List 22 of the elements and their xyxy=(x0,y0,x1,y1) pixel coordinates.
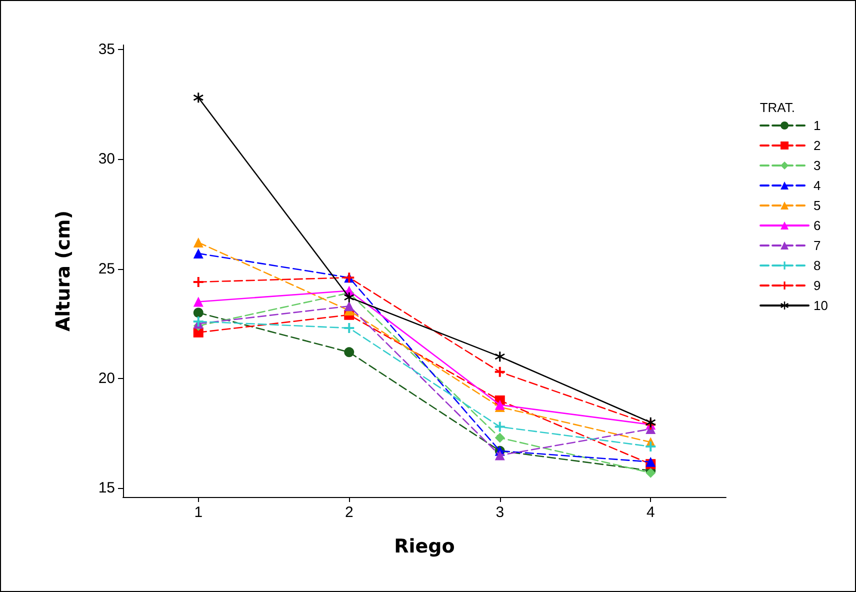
y-tick-label: 20 xyxy=(98,370,115,388)
legend-label: 9 xyxy=(814,278,821,293)
legend-label: 6 xyxy=(814,218,821,233)
x-axis-title: Riego xyxy=(394,536,455,558)
y-tick-label: 35 xyxy=(98,40,115,58)
legend-label: 3 xyxy=(814,158,821,173)
legend-label: 10 xyxy=(814,298,828,313)
legend-label: 1 xyxy=(814,118,821,133)
y-tick-label: 30 xyxy=(98,150,115,168)
legend-label: 7 xyxy=(814,238,821,253)
legend-label: 8 xyxy=(814,258,821,273)
x-tick-label: 3 xyxy=(496,504,504,521)
y-tick-label: 15 xyxy=(98,480,115,497)
x-tick-label: 2 xyxy=(344,504,354,521)
legend-label: 4 xyxy=(814,178,821,193)
y-tick-label: 25 xyxy=(98,260,115,278)
x-tick-label: 4 xyxy=(646,504,655,521)
legend-title: TRAT. xyxy=(760,100,796,115)
x-tick-label: 1 xyxy=(194,504,203,521)
y-axis-title: Altura (cm) xyxy=(52,210,74,332)
legend-label: 2 xyxy=(814,138,821,153)
legend-label: 5 xyxy=(814,198,821,213)
